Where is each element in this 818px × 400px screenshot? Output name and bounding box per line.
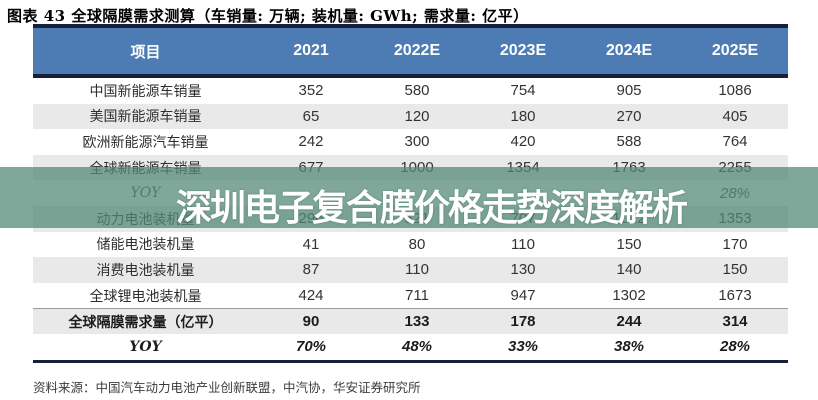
- value-cell: 38%: [613, 338, 645, 356]
- demand-table: 项目 2021 2022E 2023E 2024E 2025E 中国新能源车销量 352 58…: [33, 24, 788, 363]
- value-cell: 87: [302, 261, 320, 279]
- row-label: 全球新能源车销量: [89, 160, 202, 177]
- value-cell: 314: [722, 313, 748, 331]
- value-cell: 270: [616, 107, 642, 125]
- value-cell: 110: [511, 235, 535, 253]
- value-cell: 120: [404, 107, 430, 125]
- value-cell: 180: [510, 107, 536, 125]
- table-row: YOY 70% 48% 33% 38% 28%: [33, 334, 788, 360]
- value-cell: 28%: [719, 338, 751, 356]
- column-header-year: 2022E: [393, 42, 441, 59]
- value-cell: 178: [510, 313, 536, 331]
- value-cell: 2255: [718, 159, 752, 177]
- value-cell: 242: [298, 133, 324, 151]
- value-cell: 754: [510, 82, 536, 100]
- value-cell: 150: [616, 235, 642, 253]
- value-cell: 405: [722, 107, 748, 125]
- value-cell: 33%: [507, 338, 539, 356]
- table-header-row: 项目 2021 2022E 2023E 2024E 2025E: [33, 24, 788, 78]
- table-row: 全球隔膜需求量（亿平） 90 133 178 244 314: [33, 308, 788, 334]
- table-row: 中国新能源车销量 352 580 754 905 1086: [33, 78, 788, 104]
- value-cell: 420: [510, 133, 536, 151]
- row-label: YOY: [129, 338, 162, 355]
- table-row: 全球锂电池装机量 424 711 947 1302 1673: [33, 283, 788, 309]
- value-cell: 133: [404, 313, 430, 331]
- row-label: 美国新能源车销量: [89, 109, 202, 126]
- table-body: 中国新能源车销量 352 580 754 905 1086 美国新能源车销量 65 120 180…: [33, 78, 788, 363]
- value-cell: 41: [302, 235, 320, 253]
- value-cell: 300: [404, 133, 430, 151]
- table-row: 消费电池装机量 87 110 130 140 150: [33, 257, 788, 283]
- column-header-item: 项目: [130, 43, 161, 61]
- value-cell: 65: [302, 107, 320, 125]
- value-cell: 1353: [718, 210, 752, 228]
- value-cell: 48%: [401, 338, 433, 356]
- column-header-year: 2025E: [711, 42, 759, 59]
- watermark-text: 深圳电子复合膜价格走势深度解析: [176, 187, 688, 228]
- column-header-year: 2024E: [605, 42, 653, 59]
- value-cell: 1354: [506, 159, 540, 177]
- column-header-year: 2021: [293, 42, 329, 59]
- value-cell: 677: [298, 159, 324, 177]
- value-cell: 1086: [718, 82, 752, 100]
- row-label: 全球隔膜需求量（亿平）: [68, 314, 223, 331]
- value-cell: 1000: [400, 159, 434, 177]
- value-cell: 80: [408, 235, 426, 253]
- value-cell: 580: [404, 82, 430, 100]
- data-source-note: 资料来源：中国汽车动力电池产业创新联盟，中汽协，华安证券研究所: [33, 380, 421, 395]
- value-cell: 1302: [612, 287, 646, 305]
- row-label: 欧洲新能源汽车销量: [82, 134, 209, 151]
- value-cell: 1673: [718, 287, 752, 305]
- figure-title: 图表 43 全球隔膜需求测算（车销量: 万辆; 装机量: GWh; 需求量: 亿…: [7, 7, 529, 25]
- table-row: 美国新能源车销量 65 120 180 270 405: [33, 103, 788, 130]
- table-row: 全球新能源车销量 677 1000 1354 1763 2255: [33, 154, 788, 181]
- value-cell: 764: [722, 133, 748, 151]
- value-cell: 352: [298, 82, 324, 100]
- row-label: 消费电池装机量: [96, 262, 195, 279]
- row-label: 储能电池装机量: [96, 237, 195, 254]
- value-cell: 28%: [719, 184, 751, 202]
- value-cell: 424: [298, 287, 324, 305]
- value-cell: 1763: [612, 159, 646, 177]
- row-label: 中国新能源车销量: [89, 83, 202, 100]
- value-cell: 244: [616, 313, 642, 331]
- value-cell: 905: [616, 82, 642, 100]
- value-cell: 140: [616, 261, 642, 279]
- value-cell: 130: [510, 261, 536, 279]
- column-header-year: 2023E: [499, 42, 547, 59]
- value-cell: 711: [405, 287, 429, 305]
- value-cell: 90: [302, 313, 320, 331]
- table-row: 储能电池装机量 41 80 110 150 170: [33, 232, 788, 258]
- table-row: 欧洲新能源汽车销量 242 300 420 588 764: [33, 129, 788, 155]
- value-cell: 947: [510, 287, 536, 305]
- value-cell: 150: [722, 261, 748, 279]
- value-cell: 110: [405, 261, 429, 279]
- value-cell: 170: [722, 235, 748, 253]
- row-label: 全球锂电池装机量: [89, 288, 202, 305]
- value-cell: 70%: [295, 338, 327, 356]
- value-cell: 588: [616, 133, 642, 151]
